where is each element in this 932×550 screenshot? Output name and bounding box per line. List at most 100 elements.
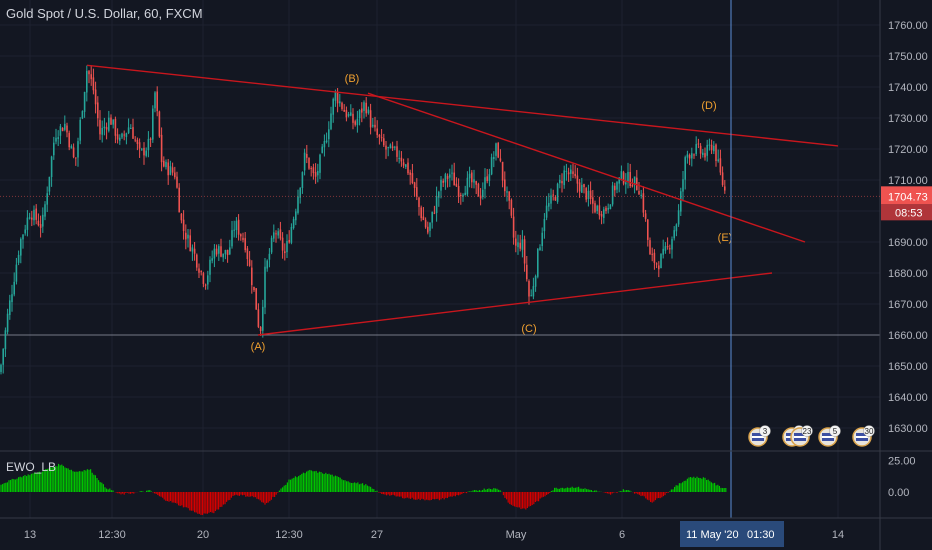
candle-body [633, 176, 636, 186]
candle-body [220, 246, 222, 257]
trendline[interactable] [86, 64, 839, 147]
candle-body [673, 230, 675, 239]
candle-body [435, 196, 438, 213]
candle-body [468, 173, 471, 179]
count-bubble [801, 425, 813, 437]
candle-body [123, 134, 125, 136]
candle-body [154, 92, 156, 109]
candle-body [347, 114, 350, 116]
candle-body [259, 327, 262, 331]
candle-body [262, 306, 264, 331]
candle-body [284, 251, 286, 254]
candle-body [627, 171, 629, 182]
candle-body [464, 192, 466, 196]
candle-body [622, 172, 625, 184]
candle-body [213, 248, 216, 259]
candle-body [620, 171, 623, 179]
candle-body [684, 157, 686, 180]
candle-body [321, 146, 323, 153]
candle-body [724, 186, 726, 191]
candle-body [475, 181, 477, 185]
candle-body [556, 183, 559, 202]
trendline[interactable] [367, 92, 806, 243]
candle-body [638, 191, 640, 195]
candle-body [0, 364, 2, 372]
candle-body [466, 177, 469, 195]
candle-body [589, 190, 592, 199]
candle-body [706, 144, 708, 156]
candle-body [677, 210, 680, 225]
candle-body [20, 238, 22, 256]
candle-body [717, 159, 719, 162]
candle-body [361, 108, 363, 113]
candle-body [330, 113, 332, 130]
candle-body [244, 238, 246, 251]
candle-body [231, 230, 233, 247]
candle-body [554, 196, 557, 201]
price-tick-label: 1640.00 [888, 392, 928, 404]
candle-body [548, 203, 550, 207]
candle-body [268, 253, 271, 260]
event-badge[interactable]: 5 [818, 425, 841, 447]
candle-body [156, 91, 158, 112]
trendlines[interactable] [86, 64, 839, 336]
candle-body [116, 134, 119, 140]
candle-body [614, 185, 616, 191]
candle-body [405, 164, 407, 167]
candle-body [583, 184, 585, 188]
candle-body [198, 268, 200, 273]
candle-body [310, 168, 312, 170]
candle-body [59, 126, 62, 136]
candle-body [402, 162, 405, 166]
candle-body [541, 232, 543, 246]
candle-body [457, 185, 460, 197]
time-tick-label: 12:30 [98, 529, 126, 541]
candle-body [215, 248, 218, 255]
trendline[interactable] [257, 272, 773, 336]
candle-body [165, 161, 167, 168]
candle-body [611, 185, 614, 205]
flag-icon [856, 436, 868, 438]
candle-body [130, 128, 132, 130]
candle-body [651, 253, 653, 255]
candle-body [92, 77, 95, 91]
candle-body [108, 117, 110, 131]
candle-body [488, 174, 491, 181]
event-badge[interactable]: 3 [748, 425, 771, 447]
event-badge[interactable]: 23 [790, 425, 813, 447]
candle-body [248, 259, 251, 266]
candle-body [99, 119, 101, 135]
candle-body [396, 146, 398, 157]
osc-tick-label: 25.00 [888, 456, 916, 468]
candle-body [510, 199, 513, 216]
event-badge[interactable]: 30 [852, 425, 875, 447]
candle-body [50, 156, 53, 178]
candle-body [160, 134, 163, 163]
candle-body [704, 153, 706, 158]
event-badges[interactable]: 31123530 [748, 425, 875, 447]
candle-body [167, 162, 169, 176]
candle-body [594, 203, 596, 213]
candle-body [114, 118, 117, 136]
wave-labels: (A) (B) (C) (D) (E) [251, 73, 733, 353]
osc-tick-label: 0.00 [888, 487, 909, 499]
candle-body [570, 169, 572, 174]
candle-body [299, 187, 301, 198]
candle-body [169, 166, 172, 175]
candle-body [343, 109, 345, 112]
wave-label: (D) [701, 100, 716, 112]
candle-body [31, 217, 33, 220]
candle-body [211, 258, 213, 261]
candle-body [497, 142, 499, 158]
candle-body [110, 117, 112, 125]
candle-body [695, 144, 697, 154]
candle-body [523, 239, 526, 264]
candle-body [246, 248, 249, 260]
candle-body [75, 157, 77, 159]
candle-body [532, 286, 535, 297]
candle-body [482, 189, 484, 198]
candle-body [581, 185, 583, 193]
candle-body [442, 180, 444, 183]
candle-body [134, 139, 136, 141]
